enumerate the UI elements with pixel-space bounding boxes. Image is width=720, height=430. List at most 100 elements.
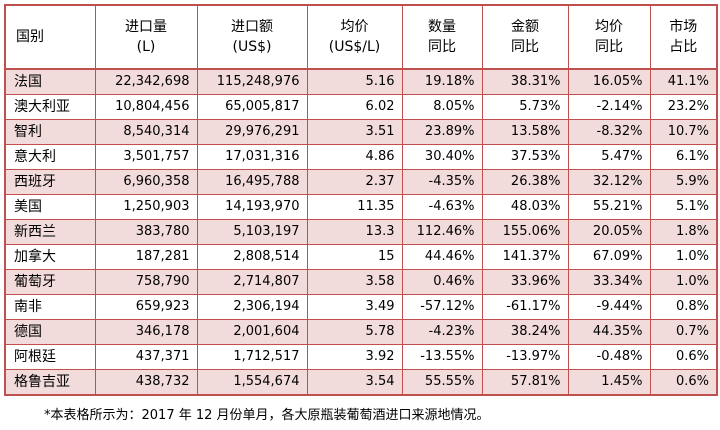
header-price-yoy: 均价 同比 bbox=[567, 4, 651, 70]
volume-cell: 10,804,456 bbox=[94, 94, 198, 120]
avg-price-cell: 5.78 bbox=[306, 319, 403, 345]
value-yoy-cell: 155.06% bbox=[481, 219, 569, 245]
volume-cell: 438,732 bbox=[94, 369, 198, 396]
table-row: 美国 1,250,903 14,193,970 11.35 -4.63% 48.03% 55… bbox=[4, 194, 718, 220]
avg-price-cell: 3.92 bbox=[306, 344, 403, 370]
table-row: 法国 22,342,698 115,248,976 5.16 19.18% 38.31% 1… bbox=[4, 68, 718, 95]
value-cell: 29,976,291 bbox=[196, 119, 308, 145]
country-cell: 西班牙 bbox=[4, 169, 96, 195]
value-cell: 1,712,517 bbox=[196, 344, 308, 370]
table-row: 智利 8,540,314 29,976,291 3.51 23.89% 13.58% -8.… bbox=[4, 119, 718, 145]
country-cell: 意大利 bbox=[4, 144, 96, 170]
volume-yoy-cell: 23.89% bbox=[401, 119, 483, 145]
market-share-cell: 1.8% bbox=[649, 219, 718, 245]
table-row: 南非 659,923 2,306,194 3.49 -57.12% -61.17% -9.4… bbox=[4, 294, 718, 320]
volume-yoy-cell: 112.46% bbox=[401, 219, 483, 245]
volume-cell: 6,960,358 bbox=[94, 169, 198, 195]
table-row: 德国 346,178 2,001,604 5.78 -4.23% 38.24% 44.35%… bbox=[4, 319, 718, 345]
avg-price-cell: 3.58 bbox=[306, 269, 403, 295]
volume-yoy-cell: -4.63% bbox=[401, 194, 483, 220]
value-cell: 1,554,674 bbox=[196, 369, 308, 396]
market-share-cell: 0.7% bbox=[649, 319, 718, 345]
volume-yoy-cell: -13.55% bbox=[401, 344, 483, 370]
volume-cell: 8,540,314 bbox=[94, 119, 198, 145]
market-share-cell: 6.1% bbox=[649, 144, 718, 170]
price-yoy-cell: -8.32% bbox=[567, 119, 651, 145]
table-row: 阿根廷 437,371 1,712,517 3.92 -13.55% -13.97% -0.… bbox=[4, 344, 718, 370]
avg-price-cell: 2.37 bbox=[306, 169, 403, 195]
country-cell: 葡萄牙 bbox=[4, 269, 96, 295]
volume-yoy-cell: 30.40% bbox=[401, 144, 483, 170]
country-cell: 澳大利亚 bbox=[4, 94, 96, 120]
price-yoy-cell: -0.48% bbox=[567, 344, 651, 370]
volume-cell: 3,501,757 bbox=[94, 144, 198, 170]
avg-price-cell: 3.51 bbox=[306, 119, 403, 145]
market-share-cell: 1.0% bbox=[649, 244, 718, 270]
country-cell: 智利 bbox=[4, 119, 96, 145]
country-cell: 格鲁吉亚 bbox=[4, 369, 96, 396]
country-cell: 美国 bbox=[4, 194, 96, 220]
country-cell: 法国 bbox=[4, 68, 96, 95]
header-country: 国别 bbox=[4, 4, 96, 70]
table-row: 新西兰 383,780 5,103,197 13.3 112.46% 155.06% 20.… bbox=[4, 219, 718, 245]
avg-price-cell: 15 bbox=[306, 244, 403, 270]
wine-import-table: 国别 进口量 (L) 进口额 (US$) 均价 (US$/L) 数量 同比 金额 同比 均… bbox=[4, 4, 718, 396]
header-volume-yoy: 数量 同比 bbox=[401, 4, 483, 70]
price-yoy-cell: 20.05% bbox=[567, 219, 651, 245]
value-yoy-cell: 5.73% bbox=[481, 94, 569, 120]
avg-price-cell: 3.54 bbox=[306, 369, 403, 396]
avg-price-cell: 13.3 bbox=[306, 219, 403, 245]
volume-cell: 187,281 bbox=[94, 244, 198, 270]
header-market-share: 市场 占比 bbox=[649, 4, 718, 70]
value-cell: 115,248,976 bbox=[196, 68, 308, 95]
table-row: 西班牙 6,960,358 16,495,788 2.37 -4.35% 26.38% 32… bbox=[4, 169, 718, 195]
volume-yoy-cell: 0.46% bbox=[401, 269, 483, 295]
avg-price-cell: 5.16 bbox=[306, 68, 403, 95]
table-row: 葡萄牙 758,790 2,714,807 3.58 0.46% 33.96% 33.34%… bbox=[4, 269, 718, 295]
value-cell: 2,306,194 bbox=[196, 294, 308, 320]
country-cell: 南非 bbox=[4, 294, 96, 320]
price-yoy-cell: 67.09% bbox=[567, 244, 651, 270]
avg-price-cell: 3.49 bbox=[306, 294, 403, 320]
value-cell: 2,714,807 bbox=[196, 269, 308, 295]
price-yoy-cell: 44.35% bbox=[567, 319, 651, 345]
value-cell: 65,005,817 bbox=[196, 94, 308, 120]
volume-yoy-cell: 19.18% bbox=[401, 68, 483, 95]
header-row: 国别 进口量 (L) 进口额 (US$) 均价 (US$/L) 数量 同比 金额 同比 均… bbox=[4, 4, 718, 70]
volume-cell: 437,371 bbox=[94, 344, 198, 370]
value-cell: 14,193,970 bbox=[196, 194, 308, 220]
avg-price-cell: 4.86 bbox=[306, 144, 403, 170]
value-yoy-cell: -13.97% bbox=[481, 344, 569, 370]
volume-yoy-cell: 44.46% bbox=[401, 244, 483, 270]
header-value-yoy: 金额 同比 bbox=[481, 4, 569, 70]
table-footnote: *本表格所示为：2017 年 12 月份单月，各大原瓶装葡萄酒进口来源地情况。 bbox=[44, 408, 490, 423]
value-cell: 2,001,604 bbox=[196, 319, 308, 345]
header-volume: 进口量 (L) bbox=[94, 4, 198, 70]
price-yoy-cell: -2.14% bbox=[567, 94, 651, 120]
volume-cell: 346,178 bbox=[94, 319, 198, 345]
volume-yoy-cell: 8.05% bbox=[401, 94, 483, 120]
market-share-cell: 0.6% bbox=[649, 369, 718, 396]
volume-yoy-cell: -4.35% bbox=[401, 169, 483, 195]
market-share-cell: 5.1% bbox=[649, 194, 718, 220]
price-yoy-cell: 32.12% bbox=[567, 169, 651, 195]
volume-cell: 758,790 bbox=[94, 269, 198, 295]
country-cell: 新西兰 bbox=[4, 219, 96, 245]
table-row: 澳大利亚 10,804,456 65,005,817 6.02 8.05% 5.73% -2… bbox=[4, 94, 718, 120]
value-yoy-cell: 38.31% bbox=[481, 68, 569, 95]
value-yoy-cell: 38.24% bbox=[481, 319, 569, 345]
header-value: 进口额 (US$) bbox=[196, 4, 308, 70]
table-row: 格鲁吉亚 438,732 1,554,674 3.54 55.55% 57.81% 1.45… bbox=[4, 369, 718, 396]
country-cell: 加拿大 bbox=[4, 244, 96, 270]
price-yoy-cell: 16.05% bbox=[567, 68, 651, 95]
market-share-cell: 1.0% bbox=[649, 269, 718, 295]
value-yoy-cell: 37.53% bbox=[481, 144, 569, 170]
price-yoy-cell: 55.21% bbox=[567, 194, 651, 220]
market-share-cell: 0.6% bbox=[649, 344, 718, 370]
price-yoy-cell: 33.34% bbox=[567, 269, 651, 295]
market-share-cell: 0.8% bbox=[649, 294, 718, 320]
value-yoy-cell: 57.81% bbox=[481, 369, 569, 396]
value-cell: 16,495,788 bbox=[196, 169, 308, 195]
value-cell: 2,808,514 bbox=[196, 244, 308, 270]
value-yoy-cell: 13.58% bbox=[481, 119, 569, 145]
